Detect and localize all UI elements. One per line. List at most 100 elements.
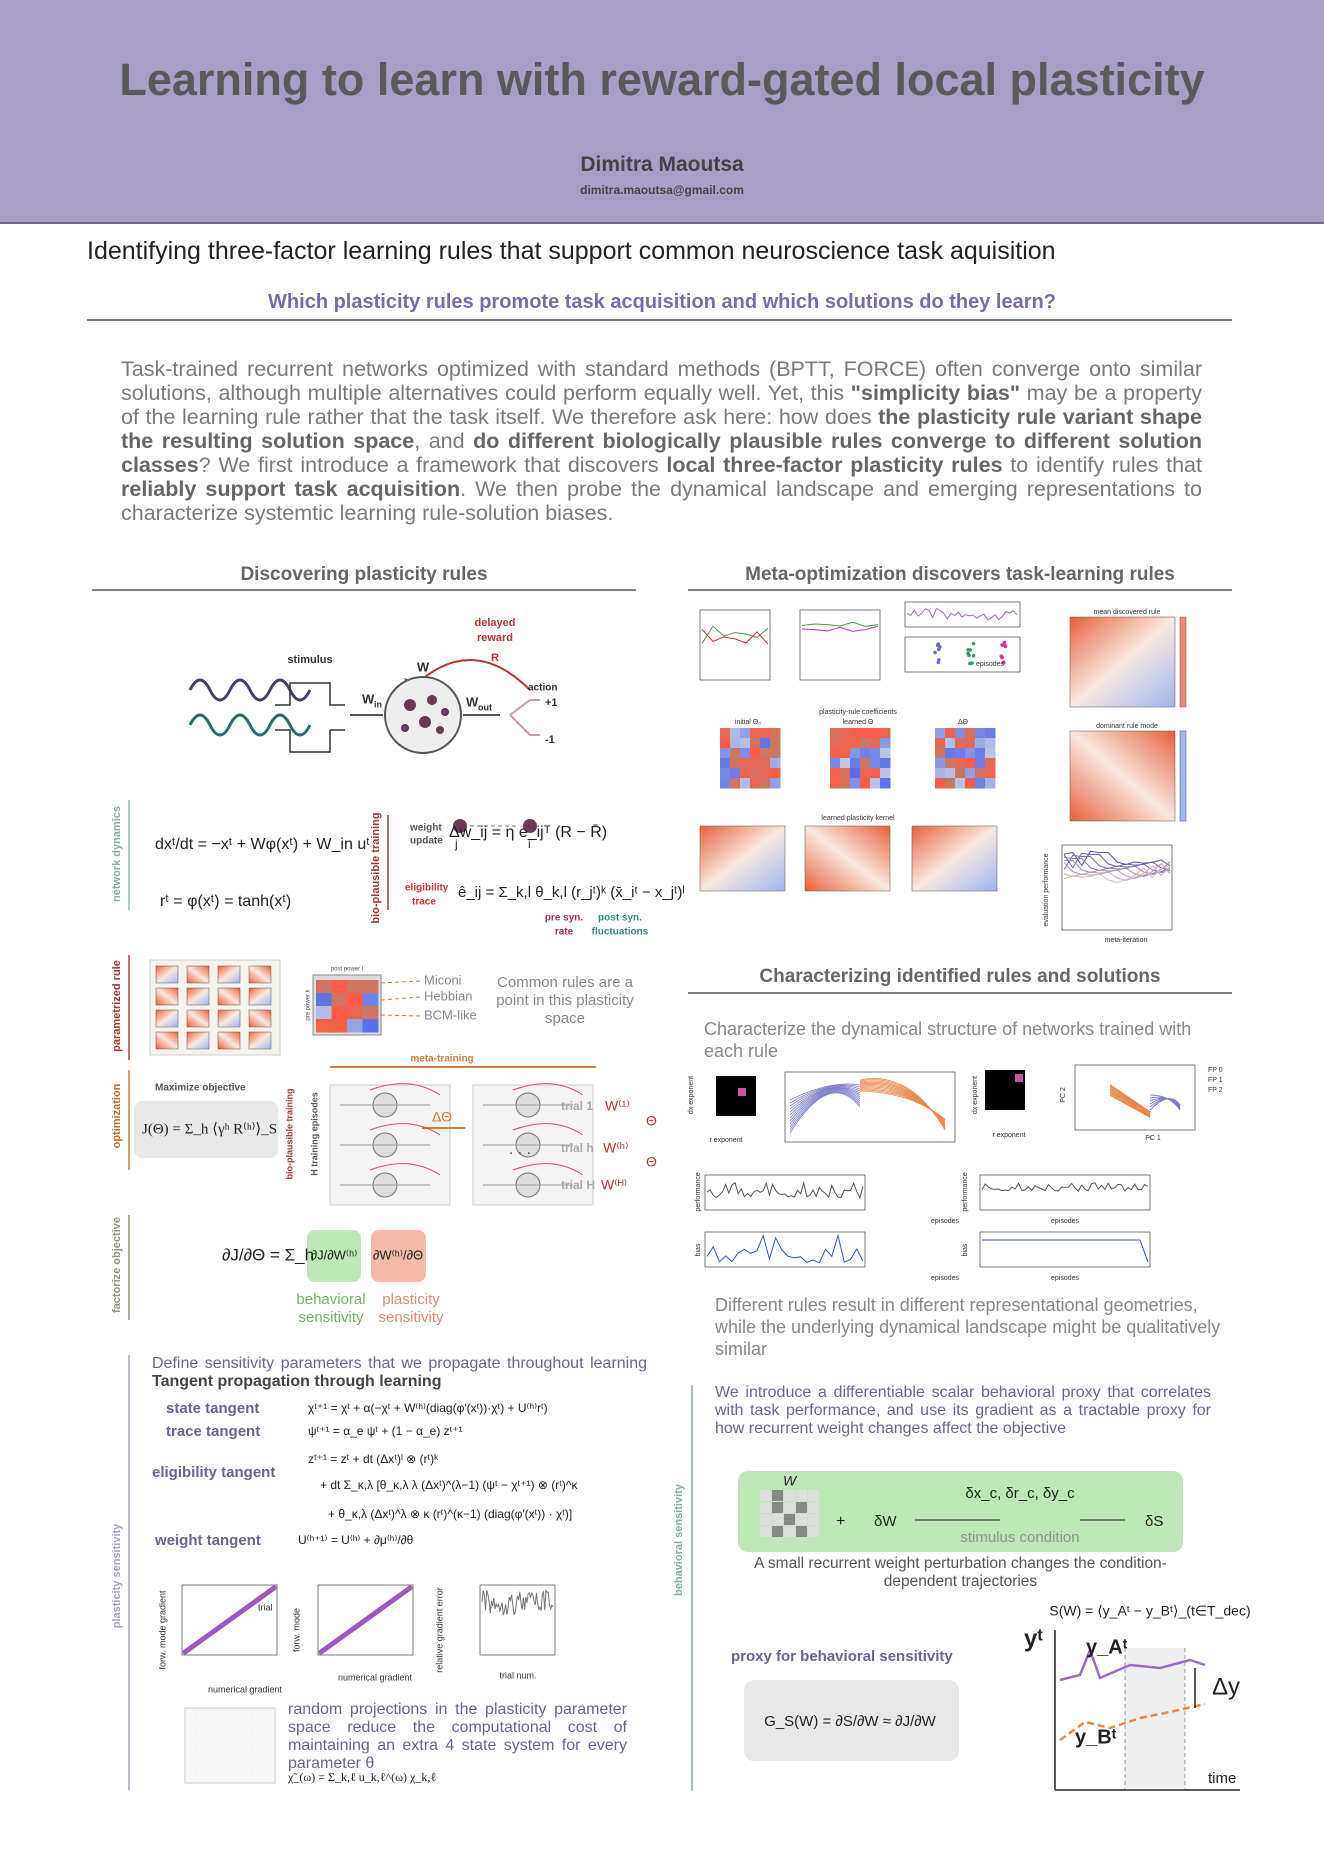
heatmap [155, 1009, 179, 1028]
label: Δy [1212, 1673, 1240, 1700]
heatmap-cell [840, 738, 851, 749]
heatmap-cell [730, 758, 741, 769]
legend-label: FP 0 [1208, 1067, 1223, 1074]
heatmap [248, 965, 272, 984]
heatmap-cell [945, 748, 956, 759]
heatmap-cell [985, 728, 996, 739]
glyph: · [237, 1716, 239, 1722]
label: time [1208, 1770, 1236, 1787]
equation: J(Θ) = Σ_h ⟨γʰ R⁽ʰ⁾⟩_S [142, 1121, 277, 1137]
intro-segment: "simplicity bias" [850, 381, 1021, 405]
axes [784, 1071, 956, 1143]
dot [933, 650, 937, 655]
panel-title: learned Θ [843, 719, 874, 726]
heatmap-cell [760, 768, 771, 779]
neuron [523, 819, 537, 833]
heatmap-cell [965, 768, 976, 779]
axis-label: r exponent [992, 1132, 1025, 1139]
heatmap-cell [975, 748, 986, 759]
matrix-cell [760, 1502, 771, 1513]
glyph: · [251, 1772, 253, 1778]
equation: + dt Σ_κ,λ [θ_κ,λ λ (Δxᵗ)^(λ−1) (ψᵗ − χᵗ… [320, 1478, 579, 1492]
label: y_Aᵗ [1086, 1636, 1128, 1658]
side-label: behavioral sensitivity [673, 1483, 685, 1596]
trajectory [1109, 1088, 1151, 1115]
axes [704, 1231, 866, 1268]
heatmap-cell [955, 768, 966, 779]
mini-network [369, 1083, 441, 1096]
intro-segment: local three-factor plasticity rules [666, 453, 1003, 477]
trace [1063, 852, 1171, 871]
heatmap-cell [965, 748, 976, 759]
glyph: · [251, 1758, 253, 1764]
heatmap-cell [860, 768, 871, 779]
axes [699, 609, 771, 681]
heatmap-cell [362, 1006, 379, 1020]
scatter-line [318, 1585, 413, 1655]
heatmap-cell [730, 738, 741, 749]
section-heading: Discovering plasticity rules [240, 564, 488, 585]
heatmap-cell [730, 768, 741, 779]
glyph: · [223, 1772, 225, 1778]
matrix-cell [784, 1502, 795, 1513]
axis-label: numerical gradient [208, 1684, 283, 1694]
subtitle: Identifying three-factor learning rules … [87, 237, 1056, 265]
heatmap-cell [880, 728, 891, 739]
heatmap-cell [880, 768, 891, 779]
label: + [836, 1513, 845, 1530]
panel-title: learned plasticity kernel [821, 815, 895, 822]
trace [1063, 856, 1171, 876]
axes [979, 1174, 1151, 1211]
text: Different rules result in different repr… [715, 1295, 1221, 1359]
intro-segment: reliably support task acquisition [121, 477, 461, 501]
glyph: · [223, 1730, 225, 1736]
heatmap-cell [770, 738, 781, 749]
intro-segment: , and [414, 429, 474, 453]
trace [1063, 865, 1171, 884]
dot [1003, 644, 1008, 649]
label: out [478, 702, 492, 712]
glyph: · [209, 1758, 211, 1764]
axes [904, 601, 1021, 628]
label: rate [555, 927, 574, 938]
intro-segment: . We then probe the dynamical landscape … [121, 477, 1202, 525]
heatmap-cell [870, 738, 881, 749]
heatmap-cell [331, 980, 348, 994]
trajectory [789, 1091, 861, 1128]
heatmap-cell [347, 993, 363, 1007]
heatmap-cell [955, 738, 966, 749]
heatmap-cell [840, 748, 851, 759]
heatmap-cell [955, 728, 966, 739]
trace [801, 625, 879, 632]
trajectory [789, 1092, 861, 1134]
heatmap-cell [935, 758, 946, 769]
plasticity-box [371, 1230, 426, 1282]
glyph: · [265, 1730, 267, 1736]
glyph: · [251, 1716, 253, 1722]
matrix-cell [784, 1514, 795, 1525]
trajectory [789, 1088, 861, 1119]
trace [701, 629, 769, 645]
matrix-cell [772, 1514, 783, 1525]
matrix-cell [808, 1490, 819, 1501]
heatmap-cell [830, 728, 841, 739]
heatmap-cell [935, 738, 946, 749]
matrix-cell [760, 1490, 771, 1501]
mini-network [512, 1163, 584, 1176]
trace [906, 607, 1018, 621]
glyph: · [251, 1744, 253, 1750]
heatmap-cell [331, 1019, 348, 1033]
equation: ∂J/∂W⁽ʰ⁾ [311, 1247, 358, 1262]
trajectory [789, 1085, 861, 1107]
equation: χᵗ⁺¹ = χᵗ + α(−χᵗ + W⁽ʰ⁾(diag(φ′(xᵗ))·χᵗ… [308, 1401, 548, 1415]
heatmap-cell [331, 993, 348, 1007]
neuron [453, 819, 467, 833]
heatmap-cell [870, 768, 881, 779]
text: Characterize the dynamical structure of … [704, 1019, 1192, 1061]
label: stimulus [287, 654, 332, 666]
heatmap-cell [760, 738, 771, 749]
heatmap [248, 987, 272, 1006]
heatmap-cell [830, 738, 841, 749]
axis-label: forw. mode gradient [157, 1590, 167, 1670]
